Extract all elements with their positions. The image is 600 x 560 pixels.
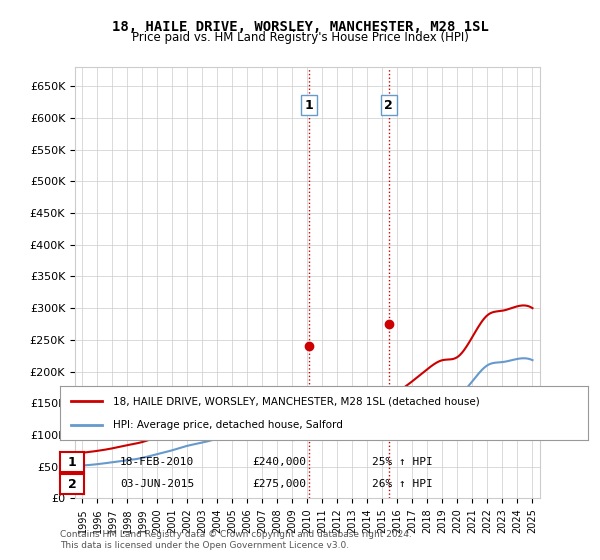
Text: Price paid vs. HM Land Registry's House Price Index (HPI): Price paid vs. HM Land Registry's House … (131, 31, 469, 44)
Text: 26% ↑ HPI: 26% ↑ HPI (372, 479, 433, 489)
Text: Contains HM Land Registry data © Crown copyright and database right 2024.: Contains HM Land Registry data © Crown c… (60, 530, 412, 539)
Text: 1: 1 (305, 99, 314, 112)
Text: 2: 2 (385, 99, 393, 112)
Text: 18, HAILE DRIVE, WORSLEY, MANCHESTER, M28 1SL (detached house): 18, HAILE DRIVE, WORSLEY, MANCHESTER, M2… (113, 396, 479, 407)
Text: 25% ↑ HPI: 25% ↑ HPI (372, 457, 433, 467)
Text: 03-JUN-2015: 03-JUN-2015 (120, 479, 194, 489)
Text: HPI: Average price, detached house, Salford: HPI: Average price, detached house, Salf… (113, 419, 343, 430)
Text: 18-FEB-2010: 18-FEB-2010 (120, 457, 194, 467)
Text: 18, HAILE DRIVE, WORSLEY, MANCHESTER, M28 1SL: 18, HAILE DRIVE, WORSLEY, MANCHESTER, M2… (112, 20, 488, 34)
Text: £240,000: £240,000 (252, 457, 306, 467)
Text: 2: 2 (68, 478, 76, 491)
Text: £275,000: £275,000 (252, 479, 306, 489)
Text: This data is licensed under the Open Government Licence v3.0.: This data is licensed under the Open Gov… (60, 542, 349, 550)
Text: 1: 1 (68, 455, 76, 469)
